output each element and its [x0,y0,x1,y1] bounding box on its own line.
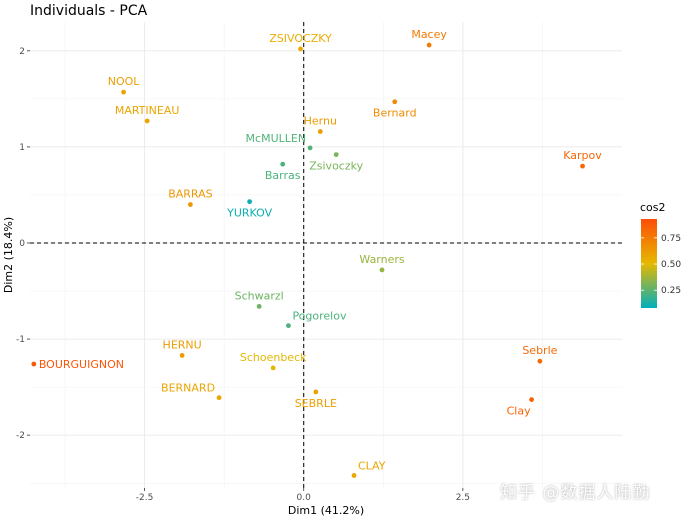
point [270,365,276,371]
y-tick-label: -2 [16,431,25,441]
y-axis-title: Dim2 (18.4%) [2,217,15,293]
legend-label: 0.75 [661,234,681,244]
reference-lines [30,22,622,488]
point [317,129,323,134]
point [280,161,286,167]
point [31,361,37,367]
point-label: Clay [507,405,531,418]
point [351,473,357,478]
legend-label: 0.50 [661,260,681,270]
point-label: Pogorelov [292,310,347,323]
point-label: BOURGUIGNON [39,358,124,371]
point [537,358,543,364]
point [247,199,253,205]
labels-layer: SEBRLE CLAY BERNARD YURKOV ZSIVOCZKY McMULLEN… [39,28,602,472]
x-tick-label: 2.5 [456,493,470,503]
watermark: 知乎 @数据人陆勤 [500,483,651,503]
point-label: Warners [359,253,405,266]
point [121,89,126,95]
x-axis: -2.5 0.0 2.5 [136,488,470,503]
point-label: Zsivoczky [309,160,363,173]
point-label: Sebrle [522,344,557,357]
point-label: BARRAS [168,188,212,201]
point [179,353,185,358]
point-label: YURKOV [226,207,272,220]
x-tick-label: -2.5 [136,493,154,503]
y-tick-label: 0 [19,239,25,249]
x-tick-label: 0.0 [297,493,312,503]
points-layer [31,42,585,478]
point [379,267,385,273]
point-label: SEBRLE [295,397,337,410]
point [188,202,193,207]
y-axis: -2 -1 0 1 2 [16,47,30,441]
point [313,389,319,395]
point-label: ZSIVOCZKY [269,32,332,45]
x-axis-title: Dim1 (41.2%) [288,504,364,517]
point [298,46,303,52]
legend-label: 0.25 [661,286,681,296]
point-label: Hernu [304,115,337,128]
point [529,397,535,403]
point-label: McMULLEN [246,132,307,145]
point [307,145,313,151]
point [256,304,262,309]
point [580,163,585,169]
point-label: Schoenbeck [240,351,307,364]
point-label: Schwarzl [235,289,284,302]
point-label: MARTINEAU [115,104,180,117]
cos2-legend: cos2 0.75 0.50 0.25 [640,201,681,308]
point-label: Karpov [563,149,602,162]
legend-title: cos2 [640,201,666,214]
point [333,152,339,157]
point-label: Barras [265,169,301,182]
y-tick-label: -1 [16,335,25,345]
point-label: Bernard [373,107,417,120]
point-label: CLAY [358,460,386,473]
point [286,323,291,329]
plot-panel [30,22,622,488]
point-label: Macey [411,28,447,41]
point [216,395,222,401]
legend-colorbar [641,219,657,308]
chart-title: Individuals - PCA [30,3,148,19]
point [144,118,150,124]
point [426,42,432,48]
point-label: HERNU [163,338,202,351]
point [392,99,398,105]
point-label: BERNARD [161,382,215,395]
point-label: NOOL [108,75,141,88]
y-tick-label: 2 [19,47,25,57]
y-tick-label: 1 [19,143,25,153]
